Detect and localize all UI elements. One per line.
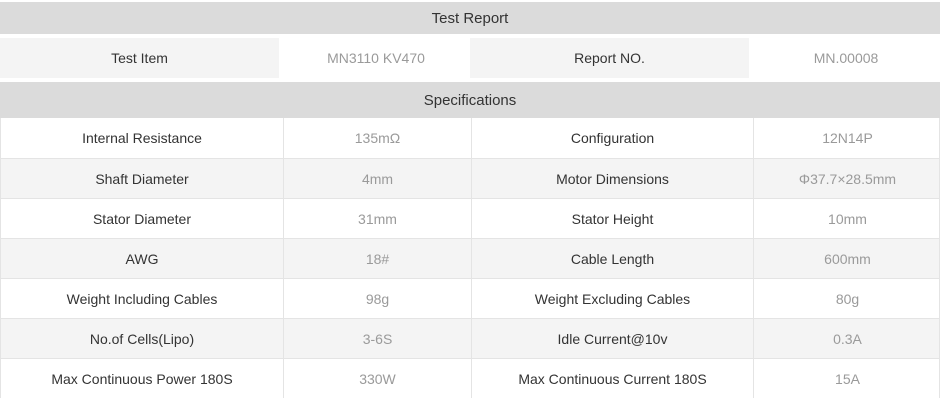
table-row: Shaft Diameter 4mm Motor Dimensions Φ37.… <box>1 158 939 198</box>
spec-right-value: Φ37.7×28.5mm <box>753 159 940 198</box>
specifications-band: Specifications <box>0 82 940 118</box>
spec-right-value: 12N14P <box>753 118 940 158</box>
spec-right-value: 0.3A <box>753 319 940 358</box>
spec-left-value: 31mm <box>283 199 471 238</box>
spec-right-label: Cable Length <box>471 239 753 278</box>
spec-right-value: 15A <box>753 359 940 398</box>
table-row: Internal Resistance 135mΩ Configuration … <box>1 118 939 158</box>
spec-left-value: 4mm <box>283 159 471 198</box>
specifications-title: Specifications <box>423 91 517 109</box>
report-title: Test Report <box>431 9 509 27</box>
spec-right-label: Motor Dimensions <box>471 159 753 198</box>
spec-right-label: Stator Height <box>471 199 753 238</box>
report-info-row: Test Item MN3110 KV470 Report NO. MN.000… <box>0 38 940 78</box>
table-row: No.of Cells(Lipo) 3-6S Idle Current@10v … <box>1 318 939 358</box>
spec-left-label: Shaft Diameter <box>95 170 189 187</box>
test-item-label: Test Item <box>0 38 282 78</box>
spec-left-label: Max Continuous Power 180S <box>51 370 233 387</box>
spec-right-value: 600mm <box>753 239 940 278</box>
table-row: Weight Including Cables 98g Weight Exclu… <box>1 278 939 318</box>
spec-left-label: AWG <box>125 250 159 267</box>
table-row: AWG 18# Cable Length 600mm <box>1 238 939 278</box>
spec-left-value: 98g <box>283 279 471 318</box>
test-item-value: MN3110 KV470 <box>282 38 470 78</box>
spec-right-label: Idle Current@10v <box>471 319 753 358</box>
report-no-value: MN.00008 <box>752 38 940 78</box>
spec-right-label: Weight Excluding Cables <box>471 279 753 318</box>
spec-left-value: 330W <box>283 359 471 398</box>
spec-left-label: Internal Resistance <box>82 130 202 146</box>
spec-rows: Internal Resistance 135mΩ Configuration … <box>0 118 940 398</box>
spec-right-value: 10mm <box>753 199 940 238</box>
spec-right-value: 80g <box>753 279 940 318</box>
table-row: Stator Diameter 31mm Stator Height 10mm <box>1 198 939 238</box>
spec-left-label: Stator Diameter <box>92 210 192 227</box>
spec-left-label: No.of Cells(Lipo) <box>89 330 195 347</box>
table-row: Max Continuous Power 180S 330W Max Conti… <box>1 358 939 398</box>
spec-right-label: Max Continuous Current 180S <box>471 359 753 398</box>
spec-left-label: Weight Including Cables <box>66 290 218 307</box>
report-no-label: Report NO. <box>470 38 752 78</box>
spec-left-value: 135mΩ <box>283 118 471 158</box>
spec-left-value: 3-6S <box>283 319 471 358</box>
spec-right-label: Configuration <box>471 118 753 158</box>
spec-left-value: 18# <box>283 239 471 278</box>
report-title-band: Test Report <box>0 2 940 34</box>
